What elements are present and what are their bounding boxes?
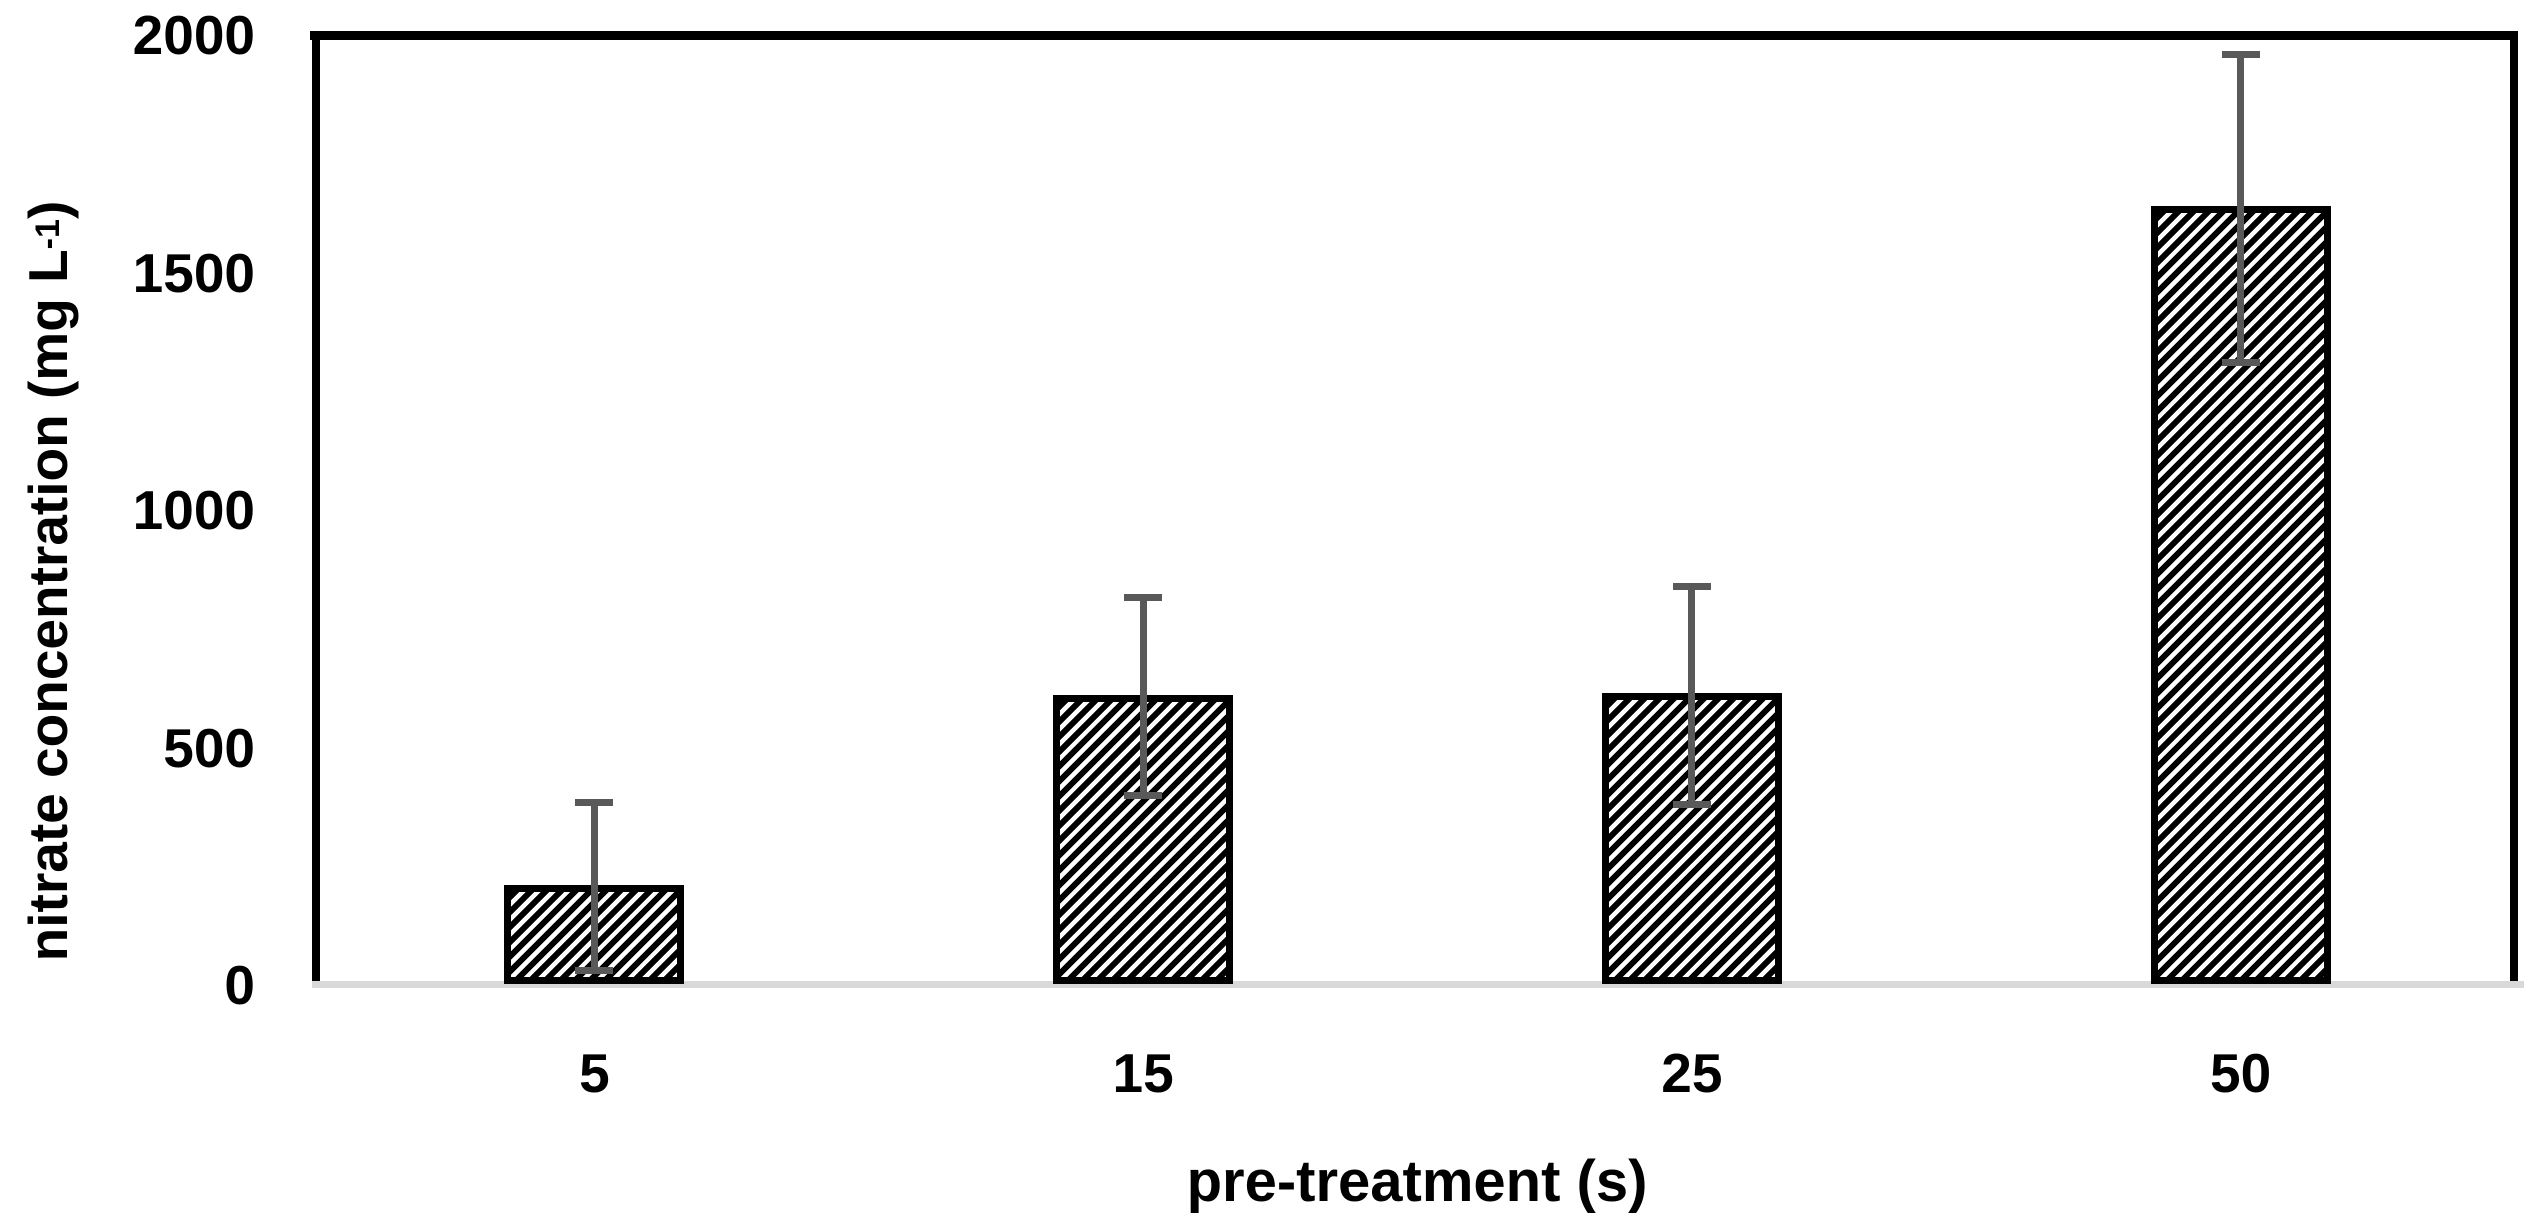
x-tick-label-5: 5 <box>579 1042 610 1104</box>
y-tick-label-1000: 1000 <box>132 479 255 541</box>
error-bar-line-25 <box>1688 586 1696 805</box>
x-axis-title: pre-treatment (s) <box>1186 1149 1648 1214</box>
plot-right-border <box>2510 31 2518 985</box>
x-tick-label-50: 50 <box>2210 1042 2272 1104</box>
x-tick-label-25: 25 <box>1661 1042 1723 1104</box>
error-bar-top-cap-5 <box>575 798 614 806</box>
y-tick-label-0: 0 <box>224 954 255 1016</box>
y-tick-label-1500: 1500 <box>132 241 255 304</box>
plot-top-border <box>310 31 2517 40</box>
x-axis-baseline <box>312 981 2524 988</box>
error-bar-bottom-cap-15 <box>1124 791 1163 799</box>
y-axis-title-suffix: ) <box>17 200 79 220</box>
y-tick-label-2000: 2000 <box>132 4 255 66</box>
x-tick-label-15: 15 <box>1112 1042 1174 1104</box>
y-tick-label-500: 500 <box>163 716 255 779</box>
error-bar-bottom-cap-50 <box>2221 359 2260 367</box>
error-bar-top-cap-50 <box>2221 50 2260 58</box>
error-bar-top-cap-15 <box>1124 594 1163 602</box>
error-bar-bottom-cap-5 <box>575 967 614 975</box>
error-bar-line-15 <box>1139 597 1147 795</box>
error-bar-bottom-cap-25 <box>1672 801 1711 808</box>
error-bar-top-cap-25 <box>1672 582 1711 590</box>
error-bar-line-50 <box>2237 54 2245 363</box>
error-bar-line-5 <box>590 802 598 971</box>
y-axis-line <box>312 31 320 985</box>
y-axis-title-main: nitrate concentration (mg L <box>17 249 79 962</box>
